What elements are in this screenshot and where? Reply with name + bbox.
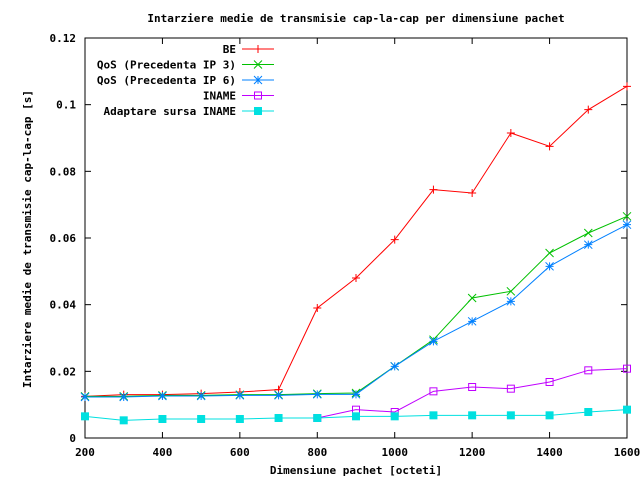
star-marker (545, 261, 554, 271)
filled-square-marker (158, 415, 167, 423)
filled-square-marker (81, 412, 89, 421)
star-marker (274, 390, 283, 400)
x-tick-label: 200 (75, 446, 95, 459)
filled-square-marker (197, 415, 206, 423)
plus-marker (506, 129, 515, 137)
filled-square-marker (352, 412, 360, 421)
filled-square-marker (274, 414, 283, 422)
square-marker (468, 383, 477, 391)
series-0 (81, 82, 631, 401)
star-marker (158, 391, 167, 401)
x-tick-label: 1400 (536, 446, 563, 459)
series-line (85, 224, 628, 398)
star-marker (506, 296, 516, 306)
x-axis-label: Dimensiune pachet [octeti] (270, 464, 442, 477)
square-marker (429, 387, 438, 396)
series-line (317, 368, 628, 419)
y-axis-label: Intarziere medie de transmisie cap-la-ca… (21, 90, 34, 388)
filled-square-marker (313, 414, 322, 422)
legend-label: BE (223, 43, 236, 56)
x-marker (583, 228, 593, 238)
series-line (84, 85, 628, 397)
series-layer (80, 82, 632, 425)
star-marker (429, 336, 438, 346)
star-marker (390, 361, 400, 371)
x-marker (545, 248, 554, 258)
plus-marker (352, 274, 360, 282)
plus-marker (584, 105, 593, 114)
plus-marker (254, 45, 262, 53)
x-tick-label: 1000 (381, 446, 408, 459)
y-tick-label: 0.1 (56, 99, 76, 112)
star-marker (235, 390, 245, 400)
series-line (85, 215, 628, 397)
legend-label: INAME (203, 90, 236, 103)
filled-square-marker (429, 411, 438, 420)
plus-marker (313, 304, 322, 312)
filled-square-marker (235, 415, 244, 423)
legend: BE QoS (Precedenta IP 3) QoS (Precedenta I… (97, 43, 274, 118)
plus-marker (545, 142, 554, 151)
filled-square-marker (468, 411, 477, 420)
axis-ticks: 200 400 600 800 1000 1200 1400 1600 0 0.02 0.04 0.0… (50, 32, 640, 459)
star-marker (622, 220, 632, 230)
y-tick-label: 0.06 (50, 232, 77, 245)
plus-marker (468, 189, 477, 197)
y-tick-label: 0.12 (50, 32, 77, 45)
star-marker (253, 75, 263, 85)
star-marker (312, 389, 322, 399)
star-marker (119, 392, 129, 402)
legend-label: QoS (Precedenta IP 6) (97, 74, 236, 87)
plus-marker (623, 82, 631, 91)
star-marker (351, 389, 361, 399)
x-tick-label: 400 (152, 446, 172, 459)
series-1 (80, 211, 632, 401)
filled-square-marker (584, 408, 593, 416)
filled-square-marker (254, 107, 262, 115)
star-marker (467, 316, 477, 326)
square-marker (506, 384, 515, 393)
filled-square-marker (545, 411, 554, 420)
x-tick-label: 1600 (614, 446, 640, 459)
filled-square-marker (390, 412, 399, 421)
star-marker (196, 391, 206, 401)
legend-label: Adaptare sursa INAME (104, 105, 236, 118)
plus-marker (390, 235, 399, 244)
x-tick-label: 800 (307, 446, 327, 459)
y-tick-label: 0 (69, 432, 76, 445)
x-tick-label: 1200 (459, 446, 486, 459)
square-marker (545, 378, 554, 386)
x-marker (622, 211, 632, 221)
filled-square-marker (623, 405, 631, 414)
square-marker (254, 91, 262, 100)
x-marker (506, 286, 516, 296)
x-tick-label: 600 (230, 446, 250, 459)
filled-square-marker (119, 416, 128, 425)
square-marker (584, 366, 593, 375)
star-marker (583, 240, 593, 250)
x-marker (467, 293, 477, 303)
legend-label: QoS (Precedenta IP 3) (97, 59, 236, 72)
plus-marker (429, 185, 438, 194)
star-marker (80, 392, 90, 402)
series-2 (80, 220, 632, 402)
chart-title: Intarziere medie de transmisie cap-la-ca… (147, 12, 564, 25)
y-tick-label: 0.08 (50, 165, 77, 178)
x-marker (253, 60, 263, 69)
series-4 (81, 405, 631, 425)
y-tick-label: 0.02 (50, 365, 77, 378)
y-tick-label: 0.04 (50, 299, 77, 312)
filled-square-marker (506, 411, 515, 420)
square-marker (623, 364, 631, 373)
